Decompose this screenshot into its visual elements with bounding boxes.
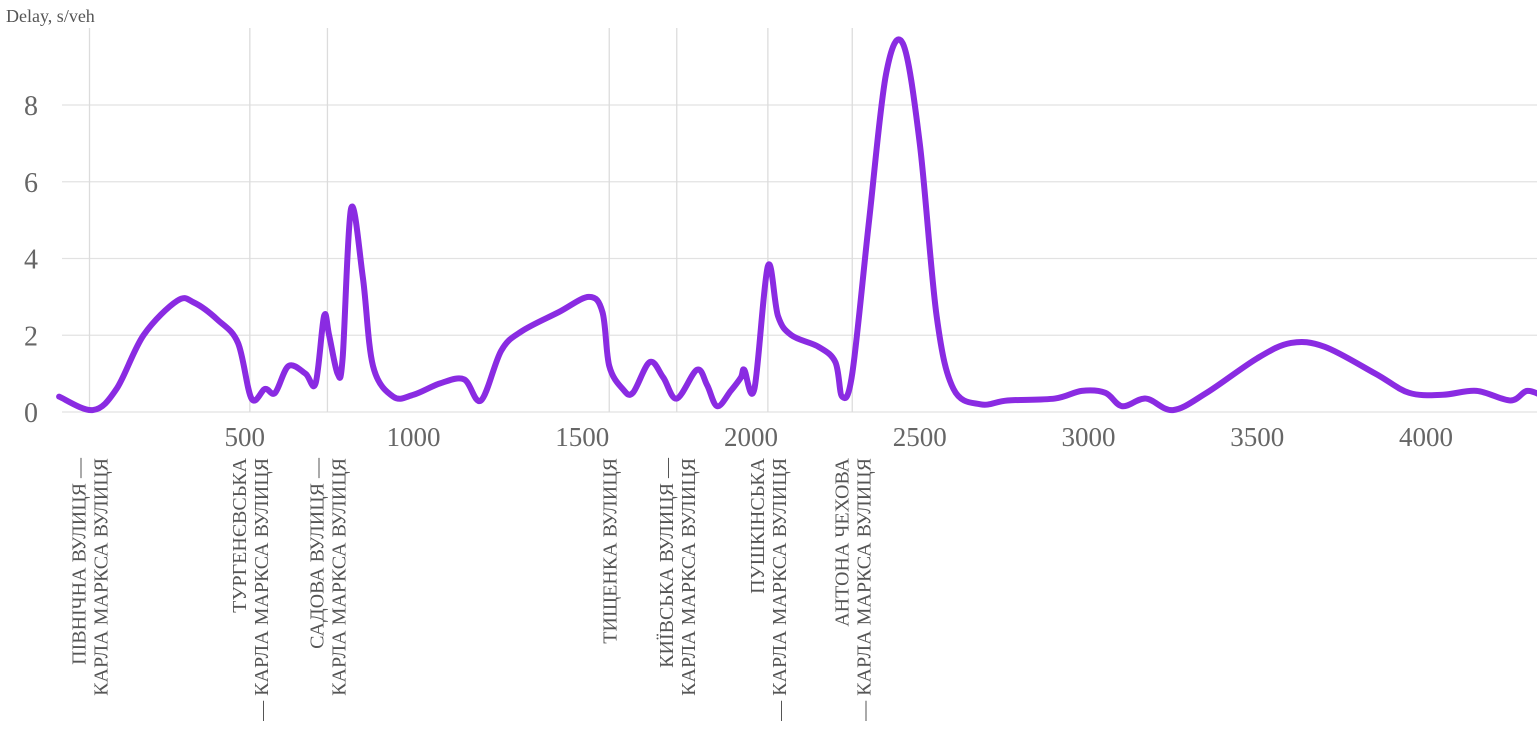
intersection-labels: ПІВНІЧНА ВУЛИЦЯ — КАРЛА МАРКСА ВУЛИЦЯ ТУРГ… <box>69 457 876 722</box>
x-tick-labels: 500 1000 1500 2000 2500 3000 3500 4000 <box>225 422 1454 452</box>
x-tick-label: 500 <box>225 422 266 452</box>
y-tick-label: 4 <box>24 245 38 276</box>
x-tick-label: 4000 <box>1399 422 1453 452</box>
x-tick-label: 2000 <box>724 422 778 452</box>
y-tick-label: 0 <box>24 398 38 429</box>
intersection-lines <box>88 28 853 412</box>
intersection-label: КАРЛА МАРКСА ВУЛИЦЯ <box>328 458 350 696</box>
intersection-label: ТИЩЕНКА ВУЛИЦЯ <box>599 458 621 644</box>
intersection-label: АНТОНА ЧЕХОВА <box>831 457 853 626</box>
intersection-label: — КАРЛА МАРКСА ВУЛИЦЯ <box>251 458 273 722</box>
intersection-label: ПІВНІЧНА ВУЛИЦЯ — <box>69 457 91 665</box>
y-tick-label: 8 <box>24 91 38 122</box>
y-tick-labels: 0 2 4 6 8 <box>24 91 38 429</box>
x-tick-label: 1000 <box>387 422 441 452</box>
intersection-label: САДОВА ВУЛИЦЯ — <box>306 457 328 649</box>
intersection-label: — КАРЛА МАРКСА ВУЛИЦЯ <box>769 458 791 722</box>
intersection-label: ТУРГЕНЄВСЬКА <box>229 457 251 612</box>
x-tick-label: 1500 <box>555 422 609 452</box>
intersection-label: ПУШКІНСЬКА <box>747 457 769 593</box>
x-tick-label: 2500 <box>893 422 947 452</box>
y-gridlines <box>62 104 1537 413</box>
delay-line <box>56 36 1537 414</box>
y-tick-label: 2 <box>24 321 38 352</box>
intersection-label: — КАРЛА МАРКСА ВУЛИЦЯ <box>853 458 875 722</box>
intersection-label: КАРЛА МАРКСА ВУЛИЦЯ <box>91 458 113 696</box>
intersection-label: КИЇВСЬКА ВУЛИЦЯ — <box>655 457 678 668</box>
y-tick-label: 6 <box>24 168 38 199</box>
x-tick-label: 3500 <box>1230 422 1284 452</box>
y-axis-title: Delay, s/veh <box>6 6 95 26</box>
intersection-label: КАРЛА МАРКСА ВУЛИЦЯ <box>678 458 700 696</box>
x-tick-label: 3000 <box>1062 422 1116 452</box>
